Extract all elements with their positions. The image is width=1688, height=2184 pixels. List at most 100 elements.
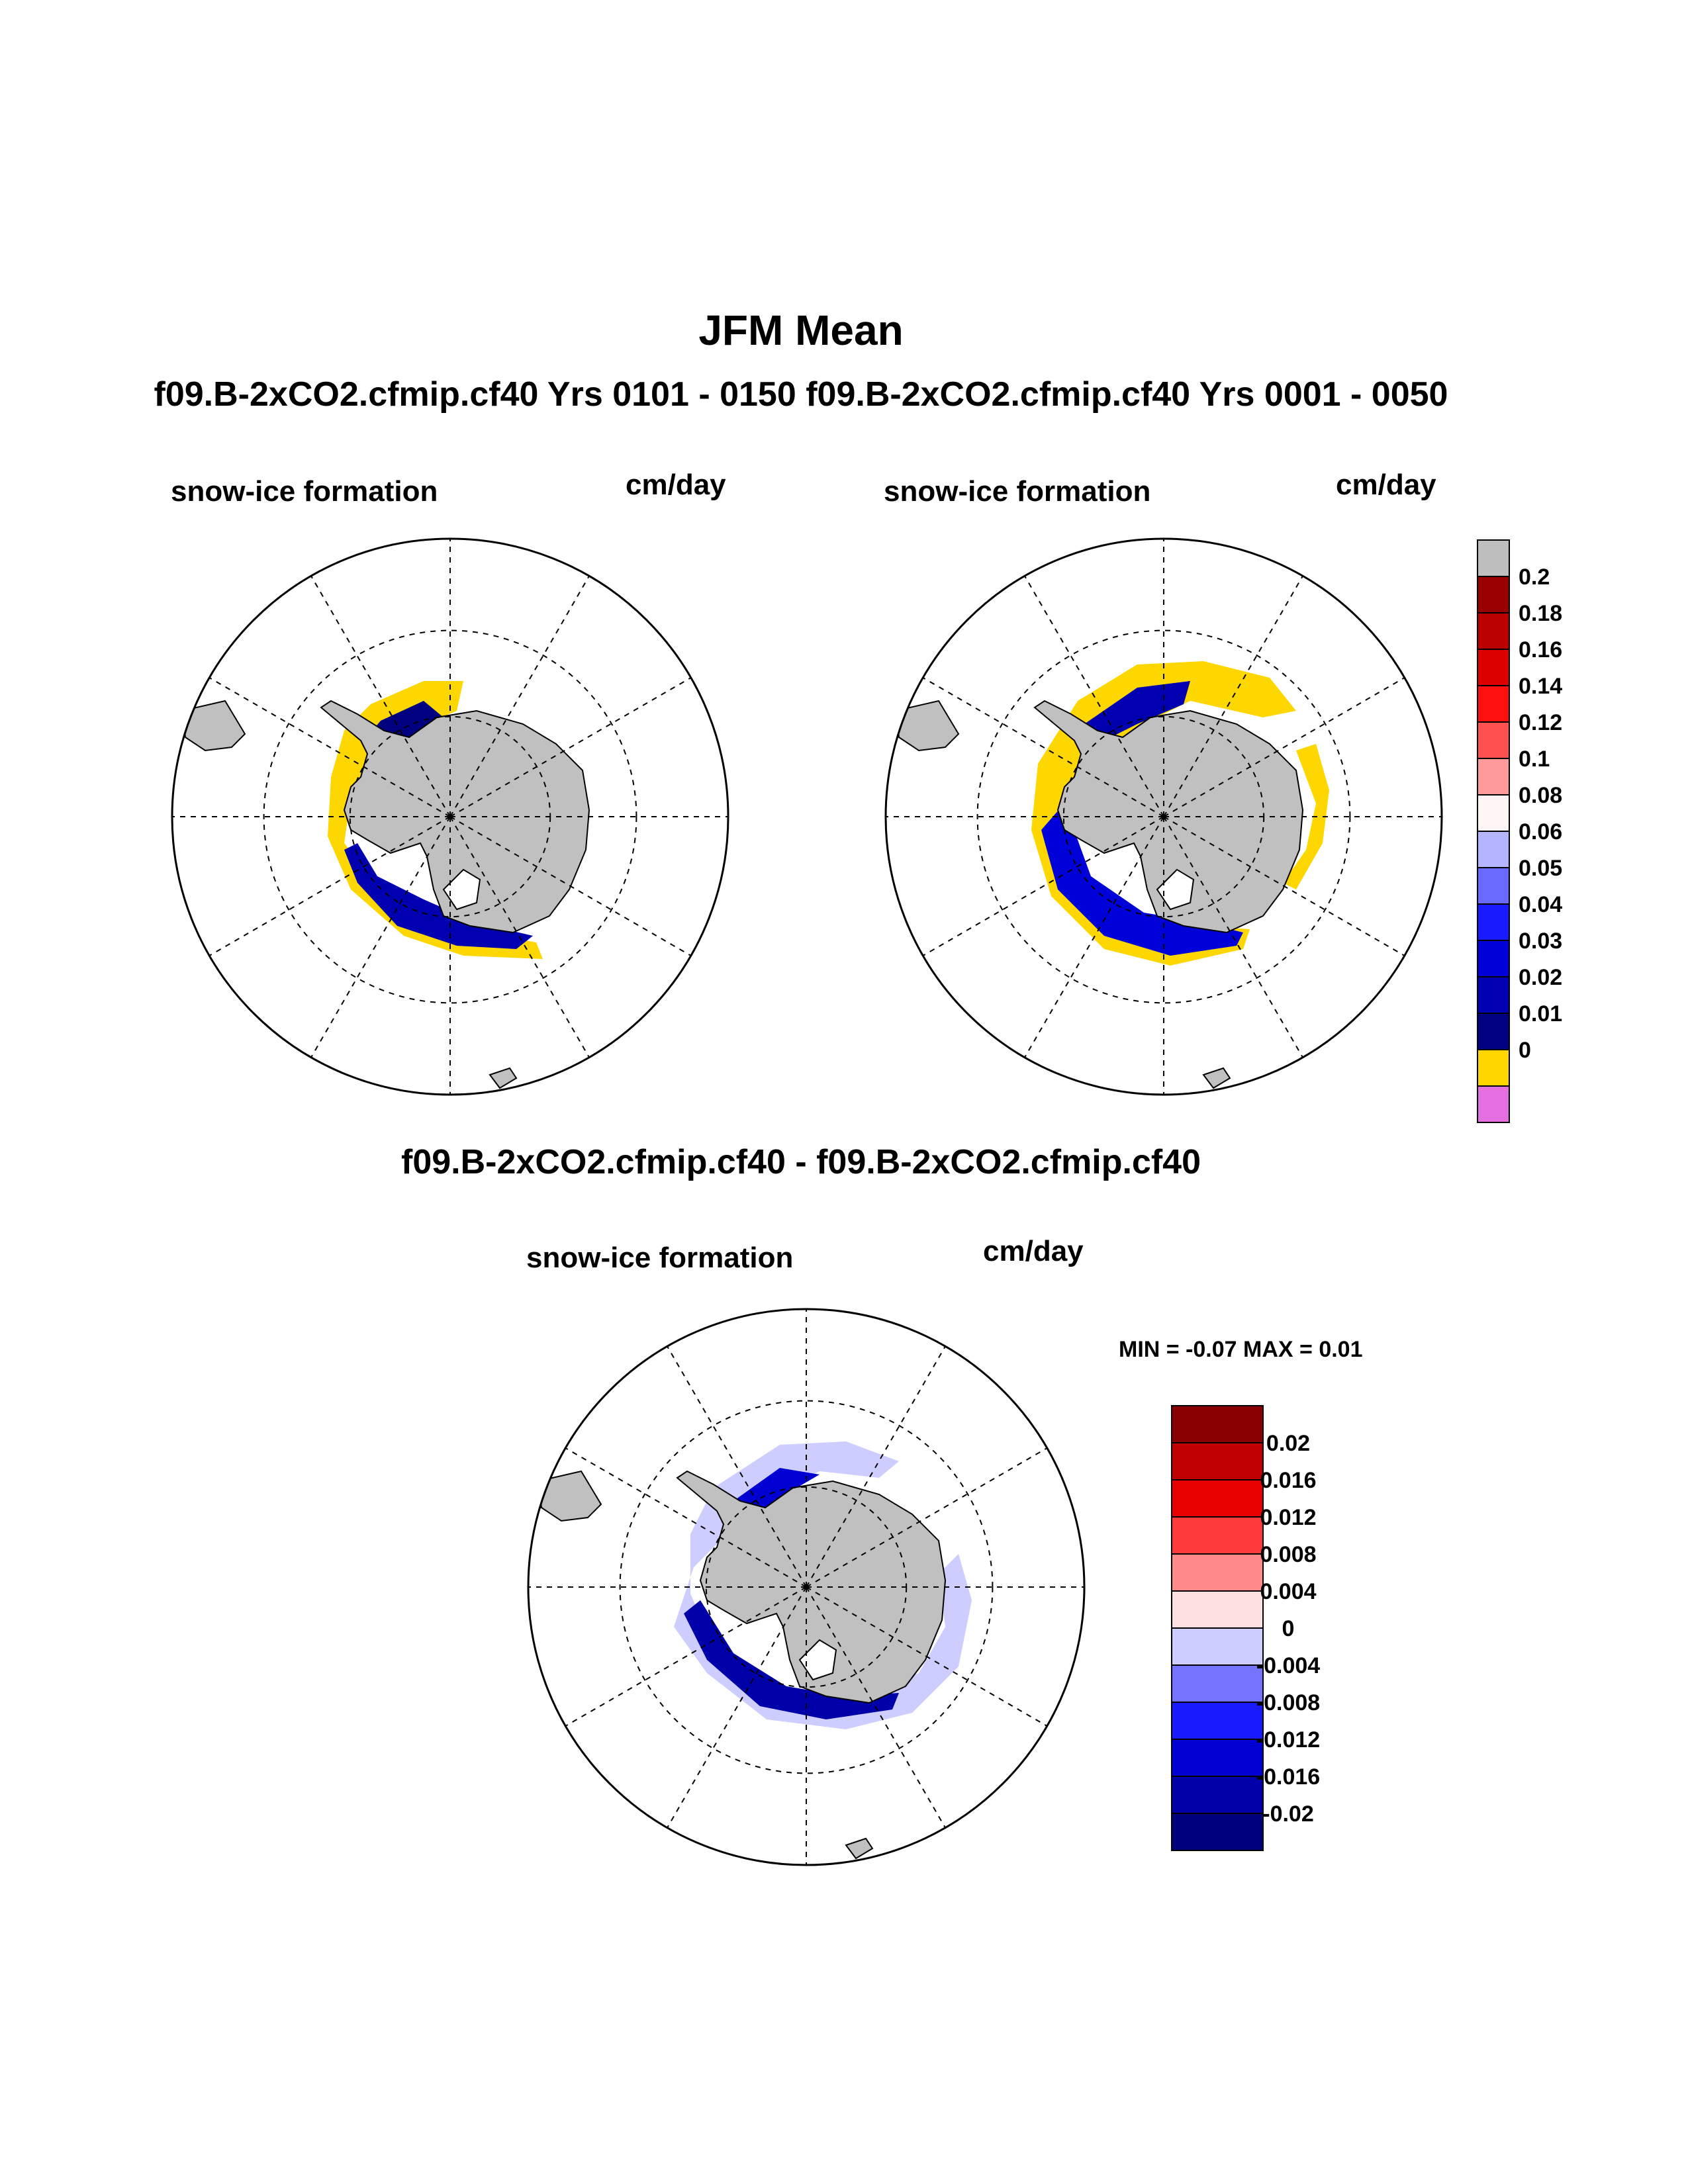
colorbar-diff-box — [1171, 1553, 1264, 1592]
colorbar-difference: 0.02 0.016 0.012 0.008 0.004 0 -0.004 -0.008 -0.… — [1171, 1405, 1320, 1851]
colorbar-top-tick-label: 0.16 — [1519, 637, 1562, 662]
meridian-line — [1024, 816, 1164, 1058]
colorbar-diff-tick-label: -0.012 — [1256, 1727, 1320, 1752]
ross-high-field — [1041, 803, 1243, 956]
meridian-line — [1163, 816, 1303, 1058]
meridian-line — [806, 1447, 1048, 1588]
meridian-line — [806, 1586, 1048, 1727]
panel3-variable-label: snow-ice formation — [526, 1242, 794, 1274]
colorbar-top-tick-label: 0.12 — [1519, 710, 1562, 735]
colorbar-diff-tick-label: 0.016 — [1260, 1468, 1316, 1493]
colorbar-top-tick-label: 0.18 — [1519, 601, 1562, 626]
meridian-line — [1163, 677, 1405, 817]
colorbar-top-box — [1477, 831, 1510, 868]
ice-shelf — [442, 868, 481, 911]
colorbar-top-box — [1477, 976, 1510, 1014]
colorbar-top-box — [1477, 758, 1510, 796]
meridian-line — [667, 1586, 807, 1829]
east-ice-edge-field — [1283, 744, 1329, 889]
meridian-line — [449, 677, 692, 817]
meridian-line — [209, 816, 451, 956]
meridian-line — [449, 816, 590, 1058]
latitude-line — [976, 629, 1351, 1004]
colorbar-top-tick-label: 0.01 — [1519, 1001, 1562, 1026]
colorbar-top-tick-label: 0.2 — [1519, 565, 1550, 590]
case-subtitle: f09.B-2xCO2.cfmip.cf40 Yrs 0101 - 0150 f… — [154, 375, 1448, 414]
colorbar-diff-box — [1171, 1442, 1264, 1480]
meridian-line — [1024, 575, 1164, 817]
colorbar-diff-tick-label: 0.012 — [1260, 1505, 1316, 1530]
diff-ross-field — [684, 1600, 899, 1719]
meridian-line — [667, 1345, 807, 1588]
colorbar-diff-tick-label: 0.004 — [1260, 1579, 1316, 1604]
panel2-variable-label: snow-ice formation — [884, 475, 1151, 508]
south-america-land — [894, 700, 960, 752]
ross-high-field — [344, 843, 533, 949]
meridian-line — [922, 816, 1164, 956]
colorbar-top-box — [1477, 867, 1510, 905]
map-boundary — [527, 1308, 1086, 1866]
min-max-label: MIN = -0.07 MAX = 0.01 — [1119, 1337, 1363, 1362]
colorbar-top-box — [1477, 612, 1510, 650]
colorbar-top-box — [1477, 1049, 1510, 1087]
colorbar-top-box — [1477, 685, 1510, 723]
colorbar-diff-tick-label: -0.004 — [1256, 1653, 1320, 1678]
island-land — [845, 1837, 874, 1860]
colorbar-diff-box — [1171, 1739, 1264, 1777]
colorbar-diff-box — [1171, 1813, 1264, 1851]
colorbar-top-box — [1477, 649, 1510, 686]
map-panel-top-right — [884, 537, 1443, 1096]
colorbar-diff-box — [1171, 1776, 1264, 1814]
meridian-line — [449, 575, 590, 817]
colorbar-top-tick-label: 0.04 — [1519, 892, 1562, 917]
colorbar-diff-box — [1171, 1627, 1264, 1666]
map-boundary — [884, 537, 1443, 1096]
difference-title: f09.B-2xCO2.cfmip.cf40 - f09.B-2xCO2.cfm… — [401, 1143, 1201, 1181]
colorbar-diff-box — [1171, 1479, 1264, 1518]
colorbar-top-box — [1477, 794, 1510, 832]
colorbar-top-tick-label: 0.08 — [1519, 783, 1562, 808]
latitude-line — [263, 629, 637, 1004]
colorbar-diff-tick-label: 0.008 — [1260, 1542, 1316, 1567]
colorbar-top-tick-label: 0.14 — [1519, 674, 1562, 699]
panel2-units-label: cm/day — [1336, 469, 1436, 501]
colorbar-top-tick-label: 0.03 — [1519, 929, 1562, 954]
colorbar-diff-box — [1171, 1702, 1264, 1740]
colorbar-top: 0.2 0.18 0.16 0.14 0.12 0.1 0.08 0.06 0.05 0.04 0.… — [1477, 539, 1562, 1123]
island-land — [489, 1067, 518, 1089]
meridian-line — [449, 816, 692, 956]
colorbar-top-box — [1477, 903, 1510, 941]
map-panel-top-left — [171, 537, 729, 1096]
island-land — [1202, 1067, 1231, 1089]
colorbar-diff-tick-label: 0.02 — [1266, 1431, 1310, 1456]
meridian-line — [1163, 575, 1303, 817]
meridian-line — [806, 1586, 946, 1829]
meridian-line — [209, 677, 451, 817]
main-title: JFM Mean — [698, 306, 904, 354]
colorbar-diff-tick-label: -0.008 — [1256, 1690, 1320, 1715]
meridian-line — [565, 1447, 807, 1588]
south-america-land — [181, 700, 246, 752]
meridian-line — [1163, 816, 1405, 956]
panel1-units-label: cm/day — [626, 469, 726, 501]
panel1-variable-label: snow-ice formation — [171, 475, 438, 508]
map-panel-difference — [527, 1308, 1086, 1866]
colorbar-diff-box — [1171, 1664, 1264, 1703]
meridian-line — [565, 1586, 807, 1727]
map-boundary — [171, 537, 729, 1096]
colorbar-top-box — [1477, 1013, 1510, 1050]
meridian-line — [806, 1345, 946, 1588]
panel3-units-label: cm/day — [983, 1235, 1084, 1267]
colorbar-top-tick-label: 0.02 — [1519, 965, 1562, 990]
colorbar-top-box — [1477, 576, 1510, 614]
colorbar-diff-box — [1171, 1590, 1264, 1629]
ice-shelf — [798, 1639, 837, 1681]
colorbar-top-tick-label: 0 — [1519, 1038, 1531, 1063]
colorbar-diff-tick-label: -0.02 — [1262, 1801, 1314, 1827]
colorbar-top-tick-label: 0.1 — [1519, 747, 1550, 772]
ice-shelf — [1156, 868, 1195, 911]
colorbar-diff-box — [1171, 1516, 1264, 1555]
colorbar-diff-tick-label: -0.016 — [1256, 1764, 1320, 1790]
colorbar-top-tick-label: 0.05 — [1519, 856, 1562, 881]
